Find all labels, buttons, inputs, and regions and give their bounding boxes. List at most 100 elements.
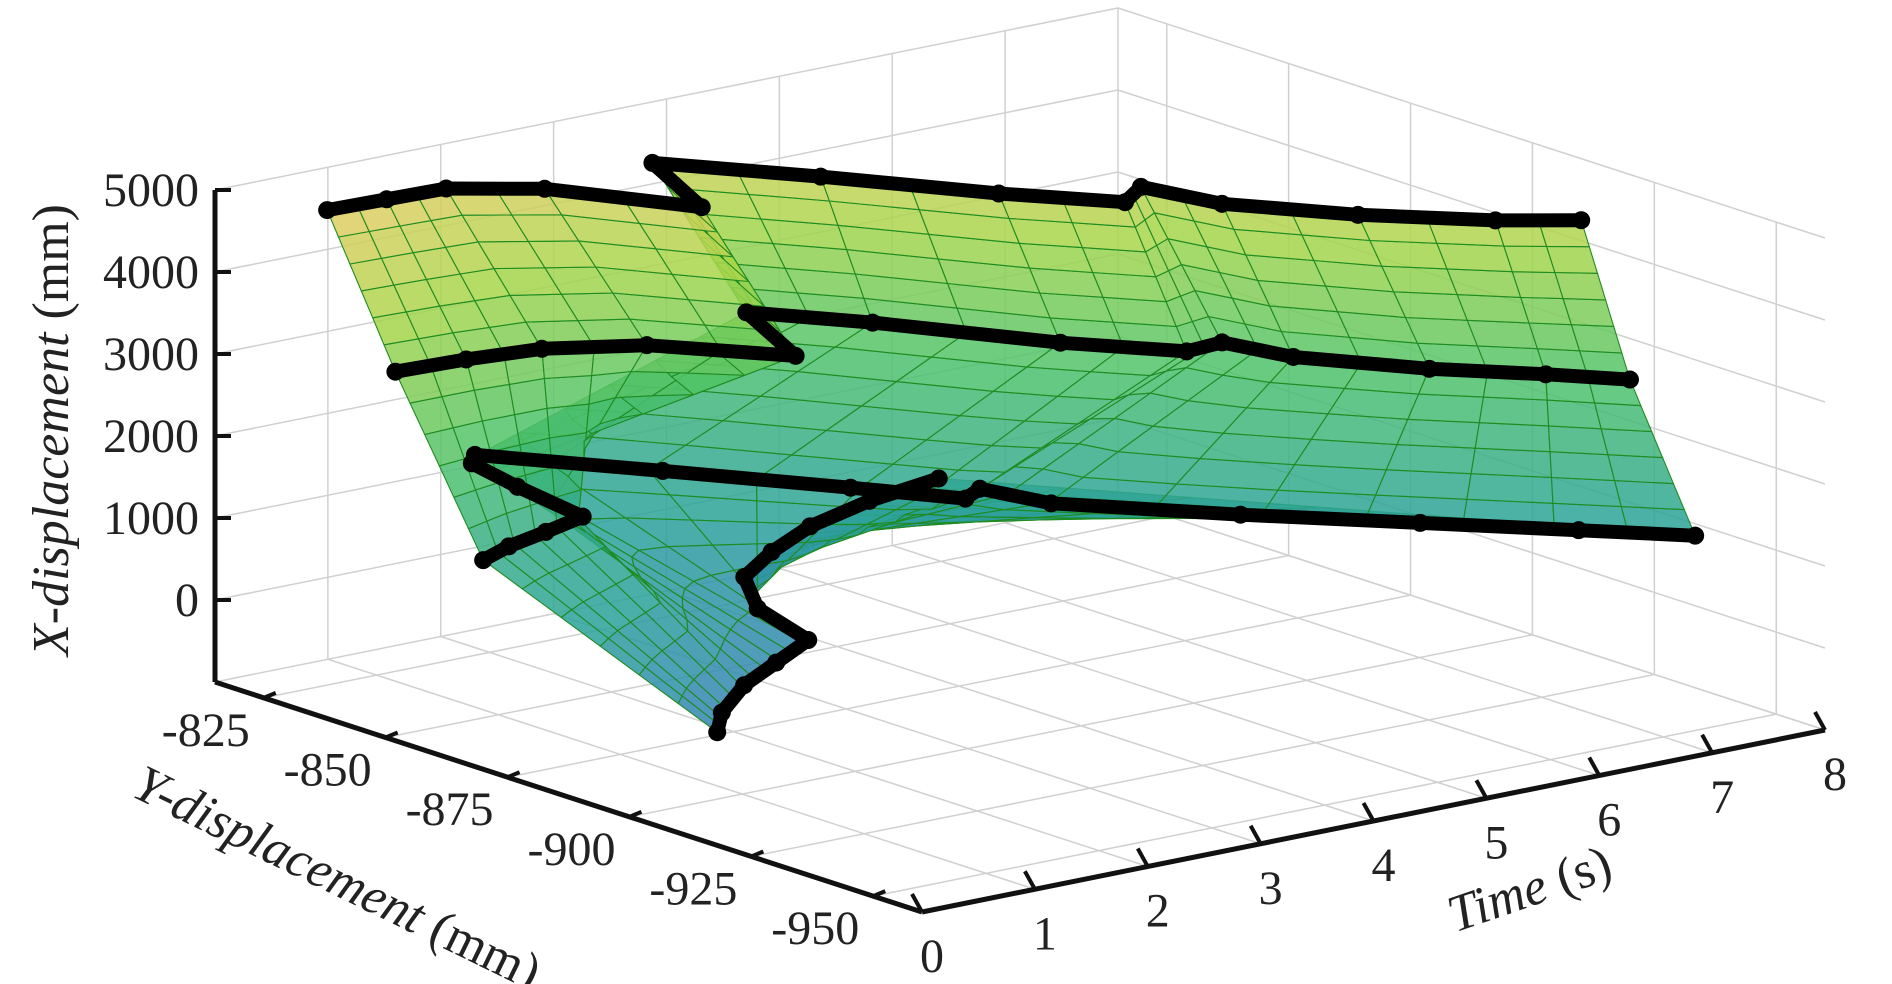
surface-cell xyxy=(1570,324,1623,354)
x-tick-mark xyxy=(1813,711,1827,731)
trajectory-line-3 xyxy=(388,305,1637,387)
trajectory-point xyxy=(535,179,554,198)
grid-line-y-floor xyxy=(629,634,1533,818)
surface-cell xyxy=(1548,425,1609,456)
trajectory-point xyxy=(737,303,756,322)
x-tick-mark xyxy=(1587,756,1601,777)
y-tick-mark xyxy=(750,849,765,859)
surface-cell xyxy=(1546,399,1602,430)
x-tick-label: 2 xyxy=(1146,885,1170,938)
z-tick-label: 3000 xyxy=(103,328,199,381)
y-tick-label: -825 xyxy=(162,704,250,757)
y-tick-label: -900 xyxy=(527,823,615,876)
trajectory-point xyxy=(1572,211,1591,230)
surface-cell xyxy=(1554,271,1607,301)
trajectory-point xyxy=(799,631,818,650)
trajectory-point xyxy=(1213,333,1232,352)
x-tick-mark xyxy=(1474,779,1489,800)
surface-cell xyxy=(1380,265,1459,296)
trajectory-point xyxy=(508,477,527,496)
surface-cell xyxy=(1385,444,1476,475)
x-tick-mark xyxy=(1361,802,1376,822)
trajectory-point xyxy=(841,478,860,497)
surface-cell xyxy=(1374,469,1472,500)
trajectory-point xyxy=(1131,177,1150,196)
z-tick-label: 2000 xyxy=(103,410,199,463)
grid-line-time-floor xyxy=(440,635,1148,868)
x-axis-title-main: Time xyxy=(1440,857,1554,944)
trajectory-point xyxy=(643,153,662,172)
axis-lines xyxy=(212,188,1827,915)
trajectory-point xyxy=(1231,505,1250,524)
trajectory-point xyxy=(386,362,405,381)
surface-cell xyxy=(473,383,516,422)
trajectory-point xyxy=(1569,521,1588,540)
trajectory-point xyxy=(748,599,767,618)
surface-cell xyxy=(1470,447,1553,479)
grid-line-time-floor xyxy=(892,544,1600,777)
surface-cell xyxy=(1369,239,1448,270)
x-tick-label: 6 xyxy=(1597,794,1621,847)
trajectory-point xyxy=(1536,365,1555,384)
z-axis-title-unit: (mm) xyxy=(23,204,80,333)
z-tick-label: 4000 xyxy=(103,246,199,299)
x-tick-mark xyxy=(910,893,924,913)
trajectory-point xyxy=(692,198,711,217)
y-tick-label: -850 xyxy=(284,744,372,797)
trajectory-point xyxy=(1486,211,1505,230)
z-tick-label: 0 xyxy=(175,574,199,627)
trajectory-point xyxy=(956,489,975,508)
trajectory-point xyxy=(735,567,754,586)
y-axis-title-main: Y-displacement xyxy=(125,755,436,946)
trajectory-point xyxy=(499,537,518,556)
trajectory-point xyxy=(1051,333,1070,352)
grid-line-y-floor xyxy=(385,554,1289,739)
trajectory-point xyxy=(1177,342,1196,361)
y-tick-mark xyxy=(384,730,399,740)
x-tick-label: 3 xyxy=(1259,862,1283,915)
x-tick-label: 0 xyxy=(920,930,944,983)
z-axis-title-main: X-displacement xyxy=(23,331,80,658)
grid-line-height-wall xyxy=(214,7,1119,191)
grid-line-time-floor xyxy=(327,658,1036,890)
trajectory-point xyxy=(653,461,672,480)
surface-cell xyxy=(1406,393,1485,424)
trajectory-point xyxy=(1116,193,1135,212)
surface-cell xyxy=(1549,451,1616,482)
surface-cell xyxy=(1545,245,1599,274)
surface-cell xyxy=(1550,476,1623,508)
y-tick-mark xyxy=(872,889,887,898)
trajectory-point xyxy=(1686,526,1705,545)
trajectory-point xyxy=(465,445,484,464)
grid-line-y-floor xyxy=(751,673,1655,858)
surface-cell xyxy=(1613,480,1686,511)
y-tick-mark xyxy=(506,770,521,780)
trajectory-point xyxy=(1284,347,1303,366)
grid-line-time-floor xyxy=(779,567,1487,799)
x-axis-title: Time (s) xyxy=(1440,835,1618,944)
trajectory-point xyxy=(735,676,754,695)
trajectory-point xyxy=(767,653,786,672)
trajectory-point xyxy=(1620,370,1639,389)
surface-cell xyxy=(1607,454,1675,485)
grid-line-y-floor xyxy=(873,713,1777,897)
x-tick-label: 1 xyxy=(1033,907,1057,960)
surface-cell xyxy=(543,375,593,409)
y-axis-line xyxy=(214,679,923,915)
grid-line-time-floor xyxy=(1117,499,1826,731)
trajectory-point xyxy=(786,346,805,365)
trajectory-point xyxy=(1348,205,1367,224)
y-tick-label: -925 xyxy=(649,862,737,915)
x-tick-mark xyxy=(1700,733,1714,754)
trajectory-lines xyxy=(318,153,1705,742)
trajectory-point xyxy=(457,350,476,369)
trajectory-point xyxy=(712,703,731,722)
trajectory-point xyxy=(536,522,555,541)
surface-cell xyxy=(1466,473,1554,504)
tick-labels: 0 1 2 3 4 5 6 7 8 -825 -850 -875 -900 -925 -950 0 1000 20… xyxy=(103,164,1847,983)
x-tick-mark xyxy=(1136,847,1150,868)
trajectory-point xyxy=(989,184,1008,203)
grid-line-y-floor xyxy=(507,594,1411,778)
trajectory-line-4 xyxy=(320,155,1589,228)
